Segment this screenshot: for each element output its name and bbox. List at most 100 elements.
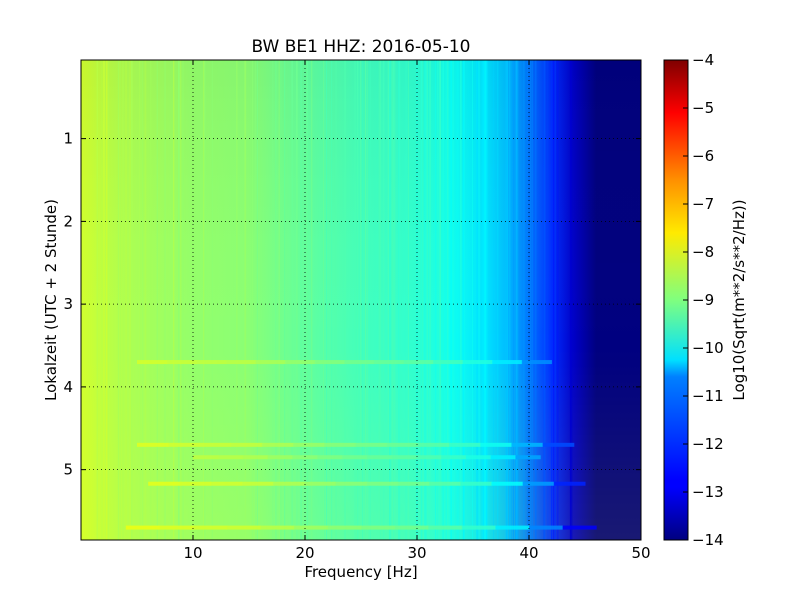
event-band-segment [196, 360, 227, 365]
event-band-segment [511, 442, 544, 447]
event-band-segment [492, 360, 523, 365]
event-band-segment [521, 360, 552, 365]
event-band-segment [433, 360, 464, 365]
event-band-segment [125, 525, 160, 530]
event-band-segment [230, 442, 263, 447]
y-axis-label: Lokalzeit (UTC + 2 Stunde) [42, 199, 60, 401]
colorbar-tick-label: −11 [692, 387, 724, 405]
event-band-segment [491, 481, 524, 486]
event-band-segment [327, 525, 362, 530]
event-band-segment [314, 360, 345, 365]
event-band-segment [490, 455, 516, 460]
event-band-segment [391, 455, 417, 460]
event-band-segment [193, 455, 219, 460]
event-band-segment [166, 360, 197, 365]
event-band-segment [273, 481, 305, 486]
event-band-segment [137, 442, 169, 447]
colorbar-tick-label: −8 [692, 243, 714, 261]
x-tick-label: 20 [295, 544, 314, 562]
plot-frame [80, 59, 642, 541]
y-tick-label: 1 [63, 130, 73, 148]
x-tick-label: 40 [519, 544, 538, 562]
event-band-segment [403, 360, 434, 365]
event-band-segment [225, 360, 256, 365]
event-band-segment [344, 360, 375, 365]
event-band-segment [317, 455, 343, 460]
event-band-segment [261, 442, 294, 447]
event-band-segment [460, 481, 492, 486]
x-axis-label: Frequency [Hz] [304, 563, 417, 581]
event-band-segment [324, 442, 356, 447]
event-band-segment [159, 525, 194, 530]
event-band-segment [449, 442, 481, 447]
plot-area [81, 60, 641, 540]
colorbar-tick-label: −7 [692, 195, 714, 213]
y-tick-label: 3 [63, 295, 73, 313]
event-band-segment [495, 525, 530, 530]
event-band-segment [293, 442, 325, 447]
event-band-segment [417, 442, 450, 447]
event-band-segment [441, 455, 467, 460]
event-band-segment [394, 525, 429, 530]
colorbar-tick-label: −4 [692, 51, 714, 69]
colorbar-tick-label: −5 [692, 99, 714, 117]
event-band-segment [465, 455, 492, 460]
event-band-segment [168, 442, 200, 447]
event-band-segment [515, 455, 541, 460]
x-tick-label: 30 [407, 544, 426, 562]
event-band-segment [226, 525, 261, 530]
colorbar-tick-label: −13 [692, 483, 724, 501]
event-band-segment [397, 481, 430, 486]
event-band-segment [304, 481, 336, 486]
chart-title: BW BE1 HHZ: 2016-05-10 [251, 37, 470, 57]
colorbar-tick-label: −6 [692, 147, 714, 165]
y-tick-label: 4 [63, 378, 73, 396]
colorbar-tick-label: −14 [692, 531, 724, 549]
event-band-segment [542, 442, 575, 447]
event-band-segment [193, 525, 228, 530]
event-band-segment [210, 481, 243, 486]
x-tick-label: 10 [183, 544, 202, 562]
y-axis-ticks: 1 2 3 4 5 [63, 130, 641, 479]
event-band-segment [355, 442, 388, 447]
event-band-segment [416, 455, 442, 460]
horizontal-bands [125, 360, 597, 530]
event-band-segment [293, 525, 328, 530]
event-band-segment [428, 525, 463, 530]
event-band-segment [241, 481, 274, 486]
event-band-segment [429, 481, 461, 486]
event-band-segment [480, 442, 512, 447]
x-tick-label: 50 [631, 544, 650, 562]
colorbar-tick-label: −9 [692, 291, 714, 309]
event-band-segment [553, 481, 586, 486]
grid-lines [81, 60, 641, 540]
event-band-segment [522, 481, 555, 486]
event-band-segment [366, 481, 399, 486]
colorbar-tick-label: −12 [692, 435, 724, 453]
event-band-segment [341, 455, 368, 460]
colorbar-tick-label: −10 [692, 339, 724, 357]
event-band-segment [292, 455, 318, 460]
event-band-segment [217, 455, 244, 460]
event-band-segment [373, 360, 404, 365]
event-band-segment [199, 442, 232, 447]
event-band-segment [260, 525, 295, 530]
event-band-segment [137, 360, 168, 365]
event-band-segment [285, 360, 316, 365]
y-tick-label: 2 [63, 212, 73, 230]
event-band-segment [242, 455, 268, 460]
event-band-segment [461, 525, 496, 530]
event-band-segment [462, 360, 493, 365]
event-band-segment [361, 525, 396, 530]
event-band-segment [562, 525, 597, 530]
event-band-segment [529, 525, 564, 530]
event-band-segment [148, 481, 180, 486]
event-band-segment [179, 481, 212, 486]
event-band-segment [386, 442, 419, 447]
event-band-segment [255, 360, 286, 365]
colorbar-ticks: −4 −5 −6 −7 −8 −9 −10 −11 −12 −13 −14 [683, 51, 724, 549]
event-band-segment [366, 455, 392, 460]
event-band-segment [267, 455, 293, 460]
y-tick-label: 5 [63, 461, 73, 479]
